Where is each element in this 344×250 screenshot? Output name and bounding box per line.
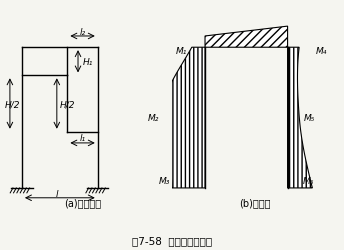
Text: H/2: H/2 <box>4 100 20 108</box>
Text: l: l <box>55 189 58 198</box>
Text: (a)受力简图: (a)受力简图 <box>64 197 101 207</box>
Text: M₁: M₁ <box>175 46 187 55</box>
Text: M₅: M₅ <box>304 114 315 122</box>
Text: l₂: l₂ <box>79 28 86 37</box>
Text: M₄: M₄ <box>316 46 327 55</box>
Text: H/2: H/2 <box>60 100 75 108</box>
Text: H₁: H₁ <box>83 58 93 66</box>
Text: M₂: M₂ <box>148 114 159 122</box>
Text: (b)弯矩图: (b)弯矩图 <box>239 197 270 207</box>
Text: 图7-58  立柱受力分析图: 图7-58 立柱受力分析图 <box>132 235 212 245</box>
Text: M₆: M₆ <box>302 177 314 186</box>
Polygon shape <box>288 48 312 188</box>
Text: l₁: l₁ <box>79 134 86 143</box>
Polygon shape <box>162 48 205 188</box>
Text: M₃: M₃ <box>159 177 170 186</box>
Polygon shape <box>205 27 288 48</box>
